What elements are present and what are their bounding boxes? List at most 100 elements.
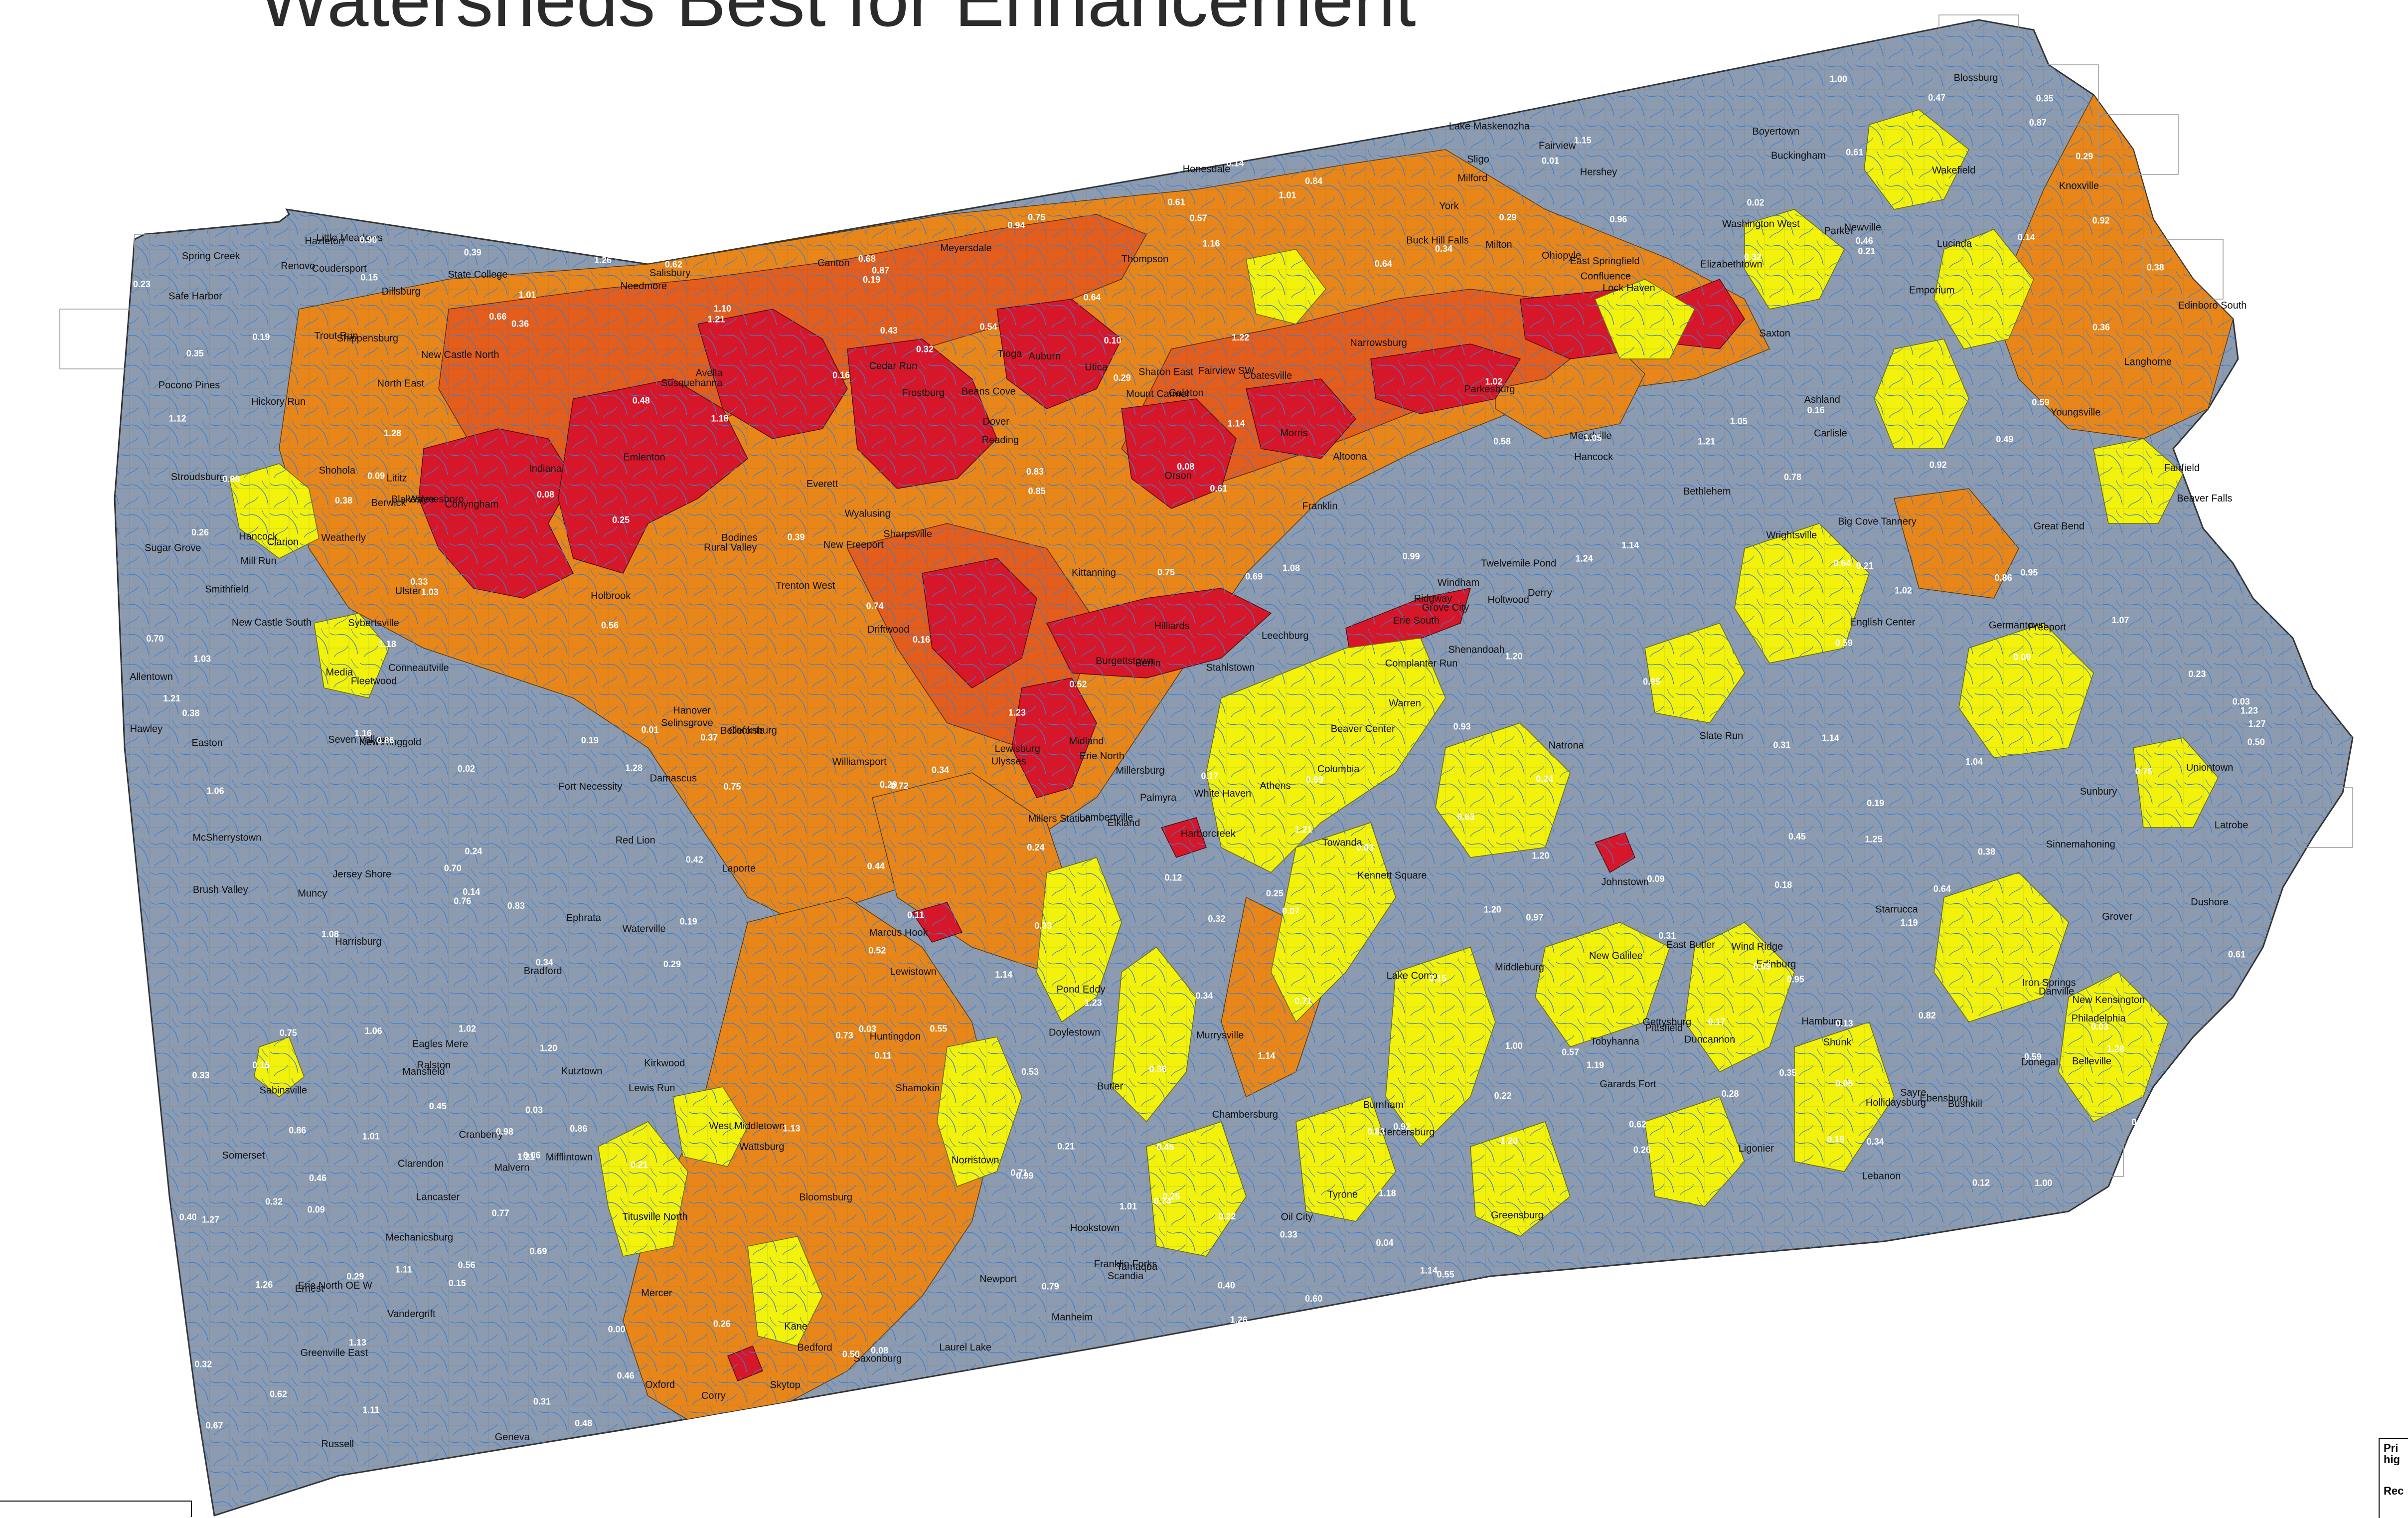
place-label: Mansfield (402, 1066, 445, 1077)
priority-value: 0.32 (1208, 914, 1225, 924)
priority-value: 0.22 (1218, 1211, 1236, 1221)
place-label: Fleetwood (351, 675, 397, 686)
priority-value: 0.03 (2091, 1022, 2108, 1032)
priority-value: 1.24 (1576, 553, 1593, 563)
place-label: Coudersport (312, 263, 367, 274)
priority-value: 0.03 (2233, 697, 2250, 707)
place-label: Shamokin (896, 1083, 940, 1094)
priority-value: 0.95 (2020, 568, 2038, 578)
priority-value: 0.23 (2188, 669, 2206, 679)
priority-value: 0.02 (1747, 198, 1764, 208)
priority-value: 0.75 (724, 782, 741, 792)
priority-value: 0.53 (1021, 1067, 1039, 1077)
place-label: Marcus Hook (869, 927, 929, 938)
place-label: Sugar Grove (145, 542, 201, 553)
priority-value: 0.99 (1402, 551, 1420, 561)
place-label: Elizabethtown (1700, 259, 1763, 270)
place-label: Oil City (1281, 1212, 1313, 1223)
priority-value: 0.24 (1027, 843, 1044, 852)
priority-value: 0.75 (1157, 567, 1175, 577)
place-label: Leechburg (1262, 630, 1309, 641)
priority-value: 0.39 (464, 248, 482, 258)
place-label: Sybertsville (348, 618, 399, 629)
place-label: Lebanon (1862, 1171, 1901, 1182)
priority-value: 1.18 (1379, 1188, 1396, 1198)
place-label: Lake Como (1387, 971, 1438, 982)
place-label: Milton (1485, 239, 1512, 250)
place-label: Middleburg (1495, 962, 1544, 973)
place-label: East Springfield (1570, 256, 1639, 267)
place-label: Germantown (1989, 620, 2046, 631)
priority-value: 0.16 (832, 370, 850, 380)
priority-value: 1.14 (1258, 1051, 1275, 1061)
priority-value: 0.55 (1437, 1270, 1454, 1280)
place-label: Lambertville (1079, 812, 1133, 823)
priority-value: 0.21 (631, 1160, 648, 1170)
place-label: Lucinda (1937, 238, 1972, 249)
priority-value: 0.15 (252, 1060, 270, 1070)
place-label: Brush Valley (193, 884, 248, 895)
place-label: Mount Carmel (1126, 388, 1189, 399)
place-label: Towanda (1322, 837, 1363, 848)
place-label: Hamburg (1801, 1016, 1842, 1027)
priority-value: 0.03 (525, 1105, 543, 1115)
place-label: Avella (695, 368, 723, 379)
priority-value: 0.34 (1867, 1137, 1884, 1147)
priority-value: 1.21 (707, 314, 725, 324)
priority-value: 0.83 (1026, 467, 1044, 477)
place-label: Utica (1085, 362, 1108, 373)
place-label: Damascus (650, 773, 697, 784)
priority-value: 0.59 (2032, 397, 2049, 407)
priority-value: 0.84 (1305, 176, 1322, 186)
priority-value: 0.59 (1835, 638, 1853, 648)
priority-value: 0.69 (1754, 962, 1771, 972)
priority-value: 0.32 (916, 344, 934, 354)
place-label: Philadelphia (2072, 1013, 2126, 1024)
place-label: Lewistown (890, 967, 936, 978)
place-label: Auburn (1029, 351, 1061, 362)
priority-value: 0.24 (1536, 774, 1553, 784)
place-label: Galeton (1169, 387, 1204, 398)
priority-value: 1.20 (1505, 652, 1523, 662)
place-label: Iron Springs (2022, 977, 2076, 988)
priority-value: 0.40 (1218, 1281, 1235, 1291)
priority-value: 0.52 (1069, 679, 1087, 689)
priority-value: 0.33 (1280, 1229, 1297, 1239)
priority-value: 0.43 (880, 326, 898, 336)
place-label: Edinboro South (2178, 300, 2247, 311)
priority-value: 0.31 (533, 1397, 551, 1407)
place-label: Ashland (1804, 394, 1840, 405)
priority-value: 0.29 (663, 959, 681, 969)
priority-value: 0.76 (454, 896, 471, 906)
place-label: Confluence (1581, 271, 1631, 282)
priority-value: 1.23 (1085, 998, 1102, 1008)
legend-line-2: hig (2384, 1454, 2400, 1466)
legend-line-3: Rec (2384, 1485, 2404, 1497)
priority-value: 0.61 (2228, 950, 2246, 960)
priority-value: 0.04 (1376, 1238, 1393, 1248)
place-label: Titusville North (622, 1211, 688, 1222)
map-title: Watersheds Best for Enhancement (259, 0, 1416, 42)
place-label: Scandia (1108, 1271, 1144, 1282)
priority-value: 1.04 (1965, 757, 1983, 767)
place-label: Sinnemahoning (2046, 839, 2115, 850)
priority-value: 0.93 (1453, 722, 1471, 732)
priority-value: 0.62 (1629, 1119, 1646, 1129)
scale-bar-frame (0, 1501, 192, 1517)
place-label: Blossburg (1954, 73, 1998, 84)
place-label: Saxonburg (853, 1353, 902, 1364)
priority-value: 1.21 (517, 1152, 535, 1162)
place-label: West Middletown (709, 1121, 785, 1132)
place-label: Corry (701, 1390, 726, 1401)
place-label: Dillsburg (382, 286, 421, 297)
place-label: Tobyhanna (1591, 1036, 1640, 1047)
priority-value: 0.36 (1149, 1064, 1167, 1074)
place-label: Conneautville (388, 663, 449, 674)
priority-value: 0.14 (463, 887, 480, 897)
priority-value: 0.48 (633, 396, 650, 406)
place-label: Ridgway (1414, 593, 1452, 604)
place-label: Honesdale (1183, 164, 1231, 174)
priority-value: 1.02 (459, 1024, 476, 1034)
